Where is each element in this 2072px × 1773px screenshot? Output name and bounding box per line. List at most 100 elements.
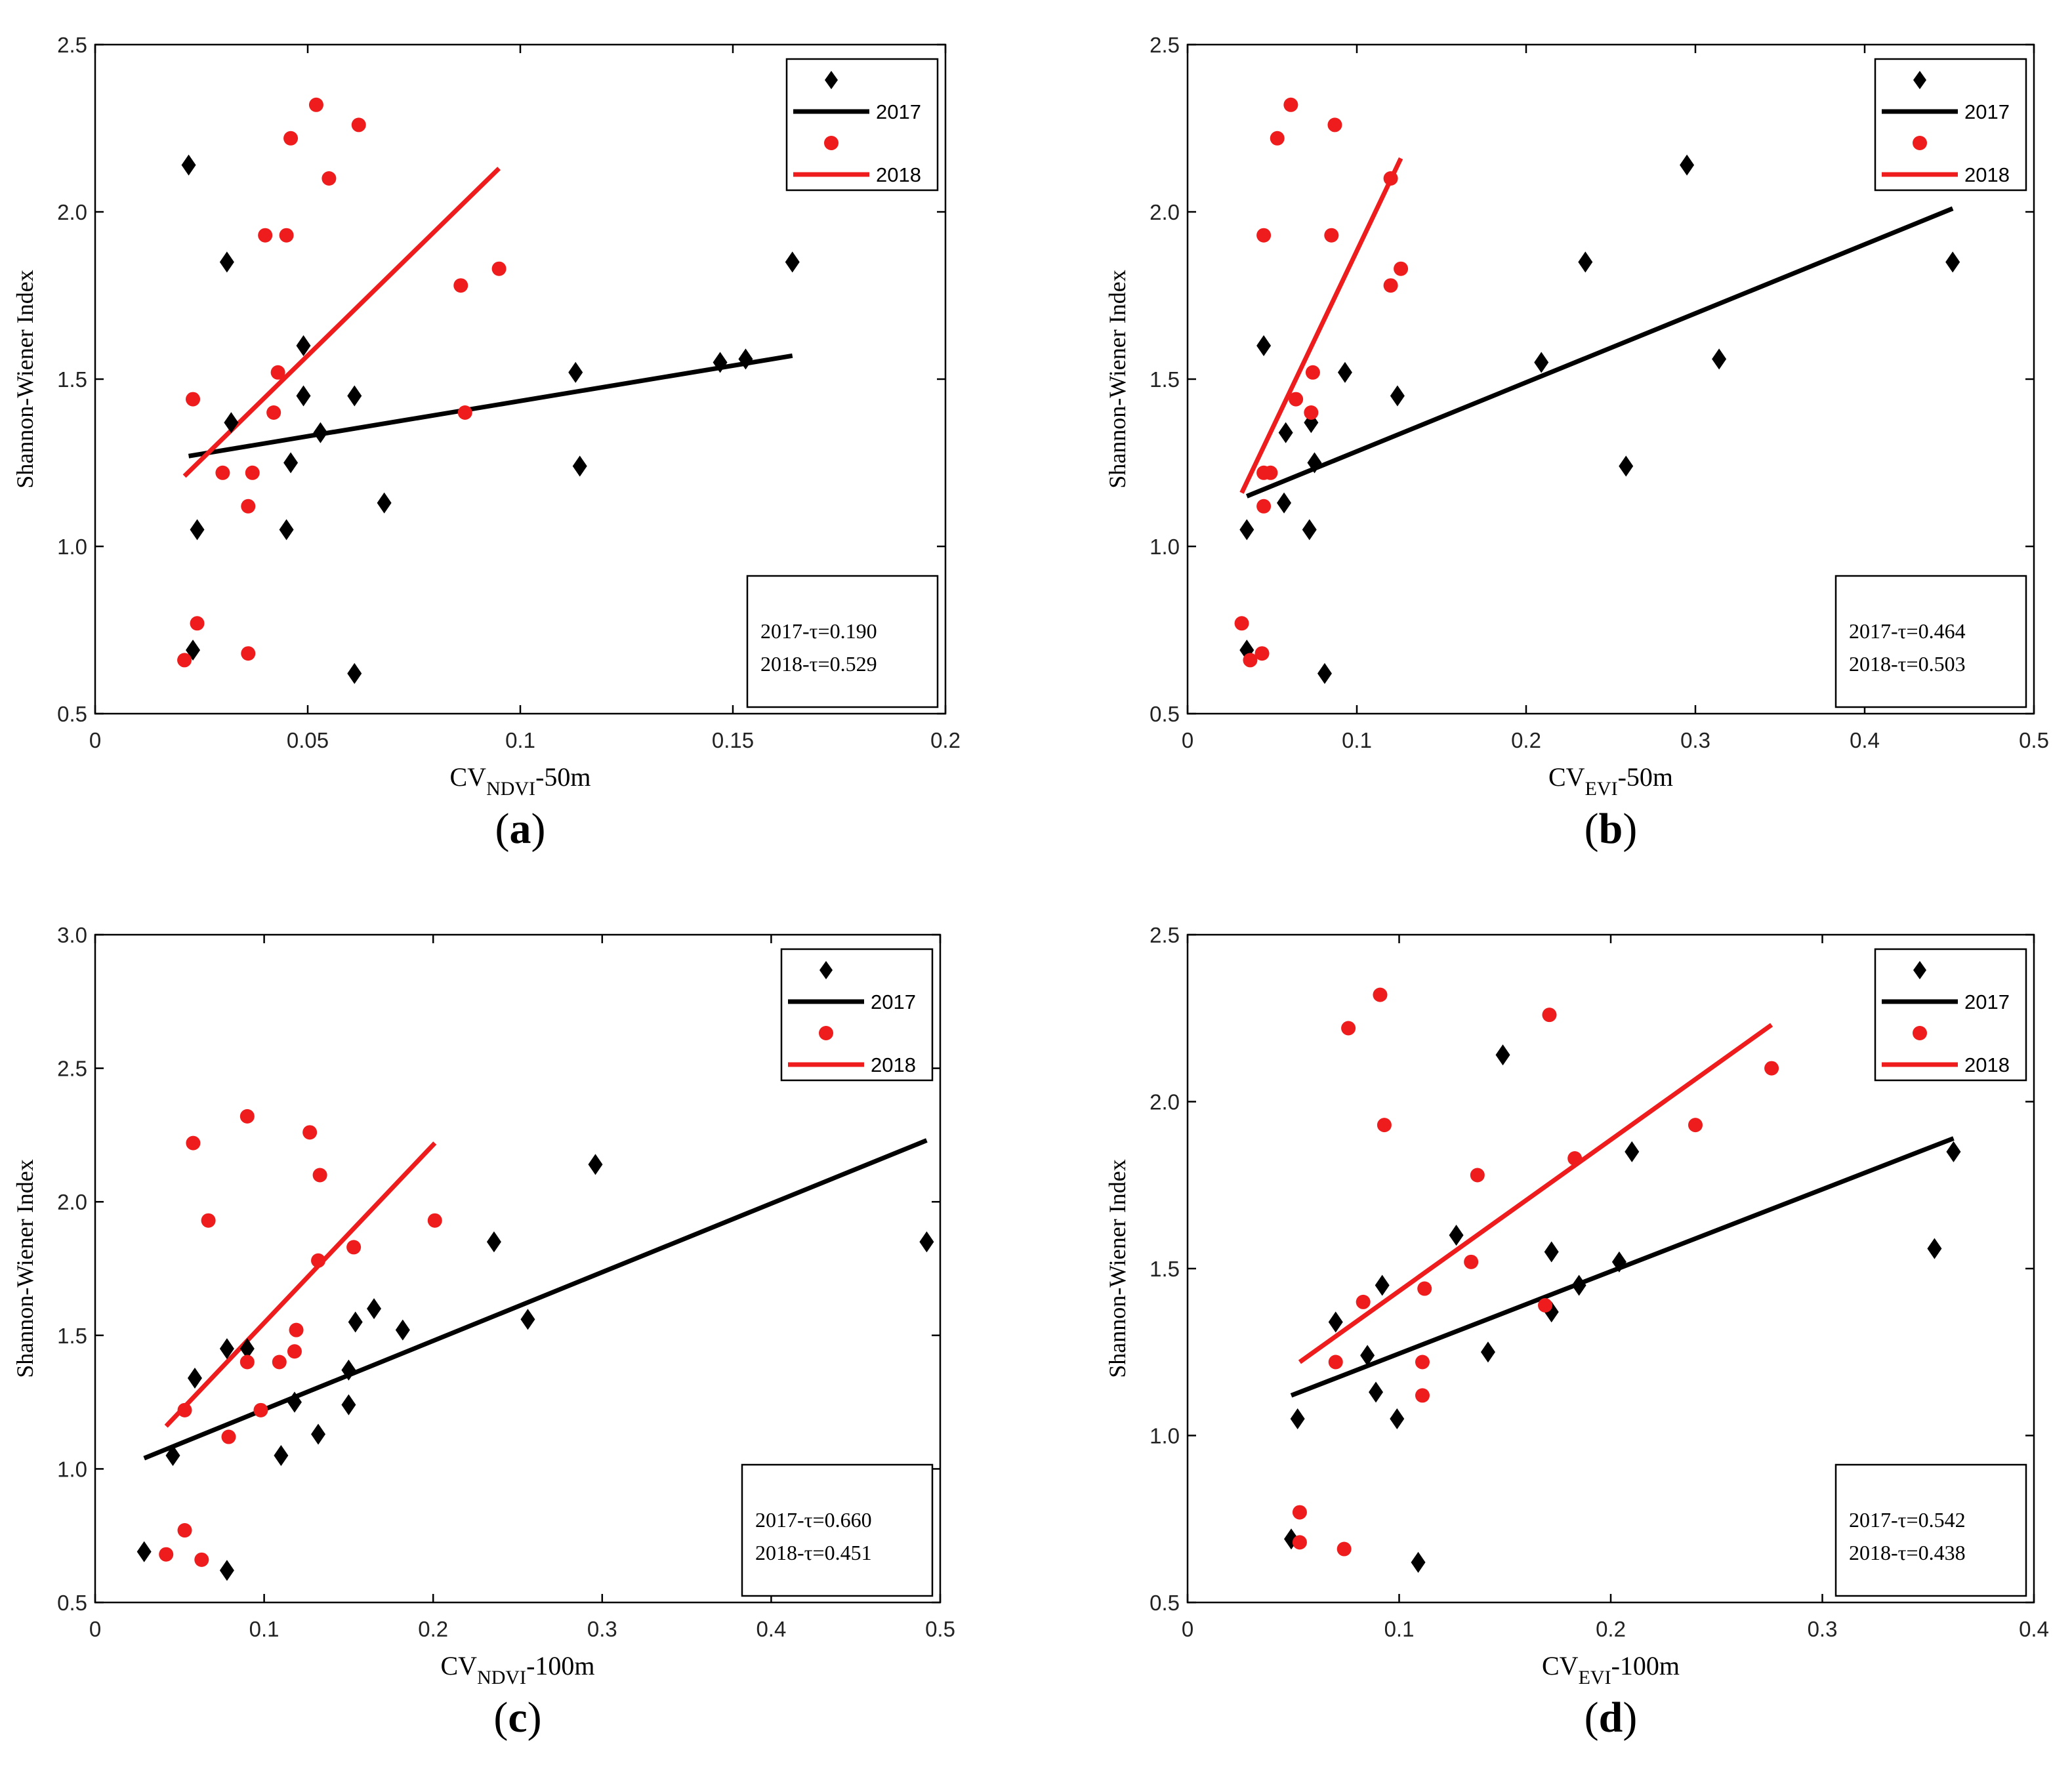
panel-a: 0 0.05 0.1 0.15 0.2 0.5 1.0 1.5 2.0 2.5 Shannon-Wi… (12, 33, 961, 853)
point-2018 (1542, 1008, 1557, 1023)
panel-label-letter: c (508, 1694, 527, 1742)
y-tick-label: 0.5 (1150, 1591, 1180, 1615)
point-2017 (296, 385, 311, 407)
point-2018 (1254, 646, 1270, 661)
x-tick-label: 0.1 (1342, 728, 1372, 752)
legend-frame (780, 948, 934, 1082)
point-2017 (283, 452, 299, 474)
point-2017 (1578, 251, 1593, 273)
point-2018 (1292, 1535, 1307, 1550)
point-2017 (1337, 361, 1352, 383)
point-2018 (258, 228, 273, 243)
point-2018 (245, 465, 260, 480)
stats-box: 2017-τ=0.542 2018-τ=0.438 (1834, 1463, 2027, 1597)
point-2017 (1375, 1274, 1390, 1296)
stats-line: 2017-τ=0.660 (755, 1508, 872, 1532)
stats-frame (746, 575, 939, 708)
point-2017 (219, 251, 234, 273)
panel-label-close: ) (531, 805, 546, 853)
legend-marker-2017 (825, 71, 838, 89)
x-tick-label: 0.5 (2019, 728, 2049, 752)
point-2017 (1945, 251, 1960, 273)
point-2017 (311, 1423, 326, 1445)
y-tick-label: 2.5 (57, 1057, 87, 1081)
point-2018 (1415, 1355, 1430, 1370)
point-2018 (1292, 1505, 1307, 1520)
point-2017 (377, 492, 392, 514)
point-2018 (351, 117, 366, 132)
x-axis-label-main: CV (1548, 762, 1585, 792)
x-tick-label: 0.05 (287, 728, 329, 752)
point-2017 (1712, 348, 1727, 370)
point-2018 (1383, 171, 1398, 186)
point-2017 (1360, 1345, 1375, 1366)
point-2018 (1383, 278, 1398, 293)
point-2018 (1305, 365, 1320, 380)
x-tick-label: 0.4 (1850, 728, 1880, 752)
point-2018 (1304, 405, 1319, 420)
fit-line-2018 (1298, 1023, 1773, 1364)
point-2018 (457, 405, 472, 420)
point-2017 (1619, 455, 1634, 477)
point-2017 (347, 662, 362, 684)
fit-line-2017 (1245, 206, 1954, 499)
stats-line: 2018-τ=0.438 (1849, 1541, 1966, 1564)
fit-line-2017 (188, 353, 793, 459)
point-2017 (239, 1338, 255, 1360)
point-2017 (1278, 422, 1293, 443)
point-2017 (1946, 1141, 1961, 1162)
point-2017 (785, 251, 800, 273)
point-2017 (1302, 519, 1317, 540)
point-2018 (427, 1213, 442, 1228)
point-2018 (1327, 117, 1342, 132)
x-tick-label: 0 (89, 728, 101, 752)
y-tick-label: 1.0 (1150, 1424, 1180, 1448)
point-2017 (181, 154, 196, 176)
point-2018 (491, 261, 507, 276)
point-2018 (1417, 1281, 1432, 1296)
y-tick-label: 1.5 (1150, 367, 1180, 392)
point-2018 (453, 278, 468, 293)
y-tick-label: 1.5 (57, 1324, 87, 1348)
point-2018 (1289, 392, 1304, 407)
point-2018 (239, 1109, 255, 1124)
x-axis-label-subscript: NDVI (486, 778, 535, 800)
x-axis-label-suffix: -50m (1618, 762, 1673, 792)
point-2017 (224, 412, 239, 434)
point-2017 (1611, 1251, 1627, 1273)
point-2017 (1680, 154, 1695, 176)
point-2017 (1290, 1408, 1305, 1430)
x-tick-label: 0.1 (249, 1617, 280, 1641)
point-2017 (1544, 1241, 1559, 1263)
point-2017 (190, 519, 205, 540)
point-2017 (520, 1309, 535, 1330)
legend: 2017 2018 (1874, 58, 2027, 192)
plot-area (177, 97, 800, 684)
panel-label-open: ( (1585, 805, 1599, 853)
point-2018 (1270, 131, 1285, 146)
point-2018 (201, 1213, 216, 1228)
point-2017 (347, 385, 362, 407)
y-tick-label: 2.5 (1150, 923, 1180, 947)
point-2017 (1449, 1225, 1464, 1246)
point-2017 (296, 335, 311, 356)
legend-label: 2018 (871, 1053, 916, 1076)
point-2017 (1328, 1311, 1343, 1333)
point-2017 (348, 1311, 363, 1333)
panel-label-close: ) (528, 1694, 542, 1742)
point-2017 (568, 361, 583, 383)
panel-label: (b) (1585, 805, 1638, 853)
point-2018 (1688, 1118, 1703, 1133)
point-2017 (1277, 492, 1292, 514)
y-axis-label: Shannon-Wiener Index (1104, 270, 1130, 488)
point-2017 (919, 1231, 934, 1253)
y-axis-label: Shannon-Wiener Index (12, 1159, 38, 1377)
point-2017 (313, 422, 328, 443)
panel-label-open: ( (495, 805, 510, 853)
point-2018 (302, 1125, 318, 1140)
y-tick-label: 3.0 (57, 923, 87, 947)
point-2018 (1415, 1388, 1430, 1403)
x-tick-label: 0.1 (1384, 1617, 1415, 1641)
point-2017 (219, 1338, 234, 1360)
